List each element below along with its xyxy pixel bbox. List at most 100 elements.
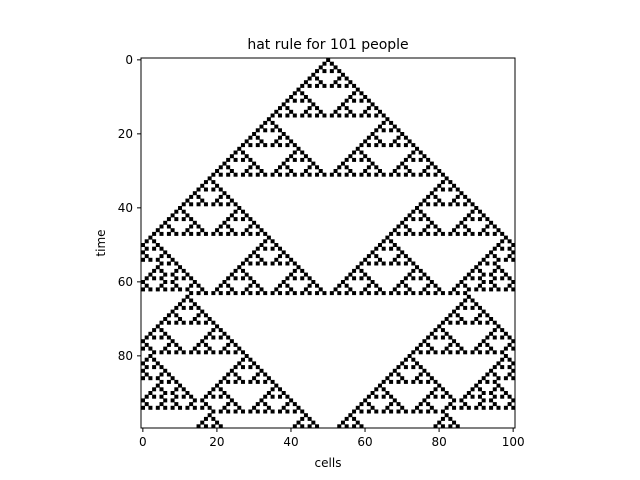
heatmap-cell xyxy=(440,231,445,236)
heatmap-cell xyxy=(448,180,453,185)
heatmap-cell xyxy=(440,328,445,333)
heatmap-cell xyxy=(333,65,338,70)
heatmap-cell xyxy=(233,342,238,347)
heatmap-cell xyxy=(477,209,482,214)
heatmap-cell xyxy=(266,405,271,410)
heatmap-cell xyxy=(433,202,438,207)
heatmap-cell xyxy=(307,113,312,118)
heatmap-cell xyxy=(374,387,379,392)
heatmap-cell xyxy=(211,180,216,185)
heatmap-cell xyxy=(226,276,231,281)
heatmap-cell xyxy=(248,172,253,177)
heatmap-cell xyxy=(159,402,164,407)
heatmap-cell xyxy=(159,365,164,370)
heatmap-cell xyxy=(263,409,268,414)
heatmap-cell xyxy=(452,405,457,410)
heatmap-cell xyxy=(315,83,320,88)
heatmap-cell xyxy=(274,169,279,173)
heatmap-cell xyxy=(203,416,208,421)
heatmap-cell xyxy=(159,320,164,325)
heatmap-cell xyxy=(315,69,320,74)
heatmap-cell xyxy=(474,206,479,210)
heatmap-cell xyxy=(426,335,431,340)
heatmap-cell xyxy=(366,402,371,407)
heatmap-cell xyxy=(189,291,194,296)
heatmap-cell xyxy=(303,169,308,173)
heatmap-cell xyxy=(196,350,201,355)
heatmap-cell xyxy=(470,394,475,399)
heatmap-cell xyxy=(218,409,223,414)
heatmap-cell xyxy=(274,124,279,129)
heatmap-cell xyxy=(429,161,434,166)
heatmap-cell xyxy=(285,394,290,399)
heatmap-cell xyxy=(459,405,464,410)
heatmap-cell xyxy=(485,217,490,222)
heatmap-cell xyxy=(278,283,283,288)
heatmap-cell xyxy=(511,361,516,366)
heatmap-cell xyxy=(374,254,379,259)
heatmap-cell xyxy=(418,209,423,214)
heatmap-cell xyxy=(159,268,164,273)
heatmap-cell xyxy=(166,342,171,347)
heatmap-cell xyxy=(303,272,308,277)
heatmap-cell xyxy=(329,61,334,66)
heatmap-cell xyxy=(170,280,175,284)
heatmap-cell xyxy=(385,117,390,122)
heatmap-cell xyxy=(281,405,286,410)
heatmap-cell xyxy=(440,335,445,340)
heatmap-cell xyxy=(389,379,394,384)
heatmap-cell xyxy=(426,291,431,296)
heatmap-cell xyxy=(203,202,208,207)
heatmap-cell xyxy=(426,409,431,414)
heatmap-cell xyxy=(148,272,153,277)
heatmap-cell xyxy=(255,402,260,407)
heatmap-cell xyxy=(466,391,471,395)
x-axis-label: cells xyxy=(315,456,342,470)
heatmap-cell xyxy=(237,206,242,210)
heatmap-cell xyxy=(196,224,201,229)
heatmap-cell xyxy=(166,231,171,236)
heatmap-cell xyxy=(411,276,416,281)
heatmap-cell xyxy=(226,202,231,207)
heatmap-cell xyxy=(455,424,460,429)
heatmap-cell xyxy=(233,365,238,370)
heatmap-cell xyxy=(363,257,368,262)
heatmap-cell xyxy=(200,420,205,425)
heatmap-cell xyxy=(422,398,427,403)
heatmap-cell xyxy=(455,202,460,207)
heatmap-cell xyxy=(448,231,453,236)
heatmap-cell xyxy=(144,335,149,340)
heatmap-cell xyxy=(233,409,238,414)
heatmap-cell xyxy=(433,379,438,384)
heatmap-cell xyxy=(389,143,394,148)
heatmap-cell xyxy=(415,265,420,270)
heatmap-cell xyxy=(389,231,394,236)
heatmap-cell xyxy=(263,372,268,377)
heatmap-cell xyxy=(477,231,482,236)
heatmap-cell xyxy=(148,331,153,336)
heatmap-cell xyxy=(178,405,183,410)
heatmap-cell xyxy=(181,268,186,273)
heatmap-cell xyxy=(359,150,364,155)
heatmap-cell xyxy=(307,76,312,81)
heatmap-cell xyxy=(463,202,468,207)
heatmap-cell xyxy=(389,402,394,407)
heatmap-cell xyxy=(396,402,401,407)
heatmap-cell xyxy=(370,280,375,284)
heatmap-cell xyxy=(248,254,253,259)
heatmap-cell xyxy=(340,161,345,166)
heatmap-cell xyxy=(403,135,408,140)
heatmap-cell xyxy=(400,132,405,136)
heatmap-cell xyxy=(240,172,245,177)
heatmap-cell xyxy=(377,169,382,173)
heatmap-cell xyxy=(152,268,157,273)
heatmap-cell xyxy=(433,187,438,192)
heatmap-cell xyxy=(507,276,512,281)
heatmap-cell xyxy=(240,350,245,355)
heatmap-cell xyxy=(500,328,505,333)
heatmap-cell xyxy=(263,172,268,177)
heatmap-cell xyxy=(174,305,179,310)
heatmap-cell xyxy=(466,405,471,410)
heatmap-cell xyxy=(289,169,294,173)
heatmap-cell xyxy=(333,169,338,173)
